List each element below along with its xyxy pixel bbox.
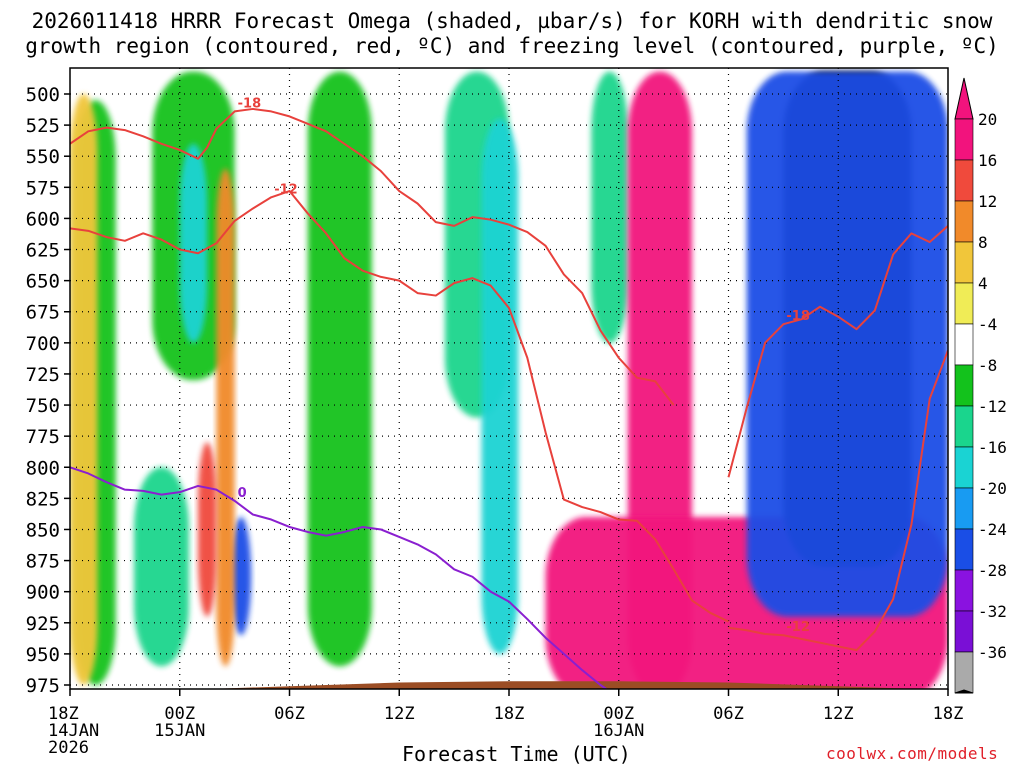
dgz-contour-3-label: -18 [786,309,810,324]
omega-region-rising-column-09z [307,71,372,667]
x-tick-label-h6-1: 15JAN [154,721,205,741]
y-axis: 500 525 550 575 600 625 650 675 700 725 750 775 800 8… [26,84,70,697]
dgz-contour-3 [727,225,948,478]
omega-region-rising-core-00z [179,143,208,343]
colorbar-bin-10 [954,528,974,571]
colorbar-label-7: -12 [978,397,1007,416]
y-tick-label-600: 600 [26,208,60,230]
contours: -18 -12 -18 -12 0 [70,96,948,689]
omega-region-sinking-early [70,94,98,685]
x-tick-label-h0-0: 18Z [48,704,79,724]
x-tick-label-h6-0: 00Z [164,704,195,724]
colorbar-label-3: 8 [978,233,988,252]
colorbar-top-arrow [954,77,974,120]
colorbar-bin-1 [954,159,974,202]
colorbar-bin-2 [954,200,974,243]
y-tick-label-575: 575 [26,177,60,199]
y-tick-label-850: 850 [26,519,60,541]
terrain-fill [70,681,948,689]
colorbar-label-9: -20 [978,479,1007,498]
grid-lines [70,68,948,689]
dgz-contour-2 [70,190,729,623]
colorbar-bin-3 [954,241,974,284]
omega-region-strong-rising-03z [230,517,252,636]
omega-region-sinking-low-early [198,442,217,617]
dgz-contour-1 [70,107,675,406]
dgz-contour-4-label: -12 [786,620,810,635]
y-tick-label-975: 975 [26,675,60,697]
x-axis-label: Forecast Time (UTC) [402,742,631,766]
colorbar-bin-4 [954,282,974,325]
y-tick-label-900: 900 [26,582,60,604]
colorbar-bin-5 [954,323,974,366]
colorbar-label-1: 16 [978,151,997,170]
omega-shading [70,71,948,689]
colorbar-bin-0 [954,118,974,161]
y-tick-label-800: 800 [26,457,60,479]
omega-region-sinking-03z [216,168,235,667]
chart-title-line-2: growth region (contoured, red, ºC) and f… [25,34,999,58]
x-tick-label-h30-0: 00Z [603,704,634,724]
x-tick-label-h18-0: 12Z [384,704,415,724]
dgz-contour-2-label: -12 [274,182,298,197]
x-tick-label-h48-0: 18Z [933,704,964,724]
credit-link[interactable]: coolwx.com/models [826,744,999,763]
colorbar-bottom-arrow [954,689,974,694]
y-tick-label-625: 625 [26,240,60,262]
colorbar-label-0: 20 [978,110,997,129]
colorbar: 20 16 12 8 4 -4 -8 -12 -16 -20 -24 -28 -32 -36 [954,77,1007,694]
y-tick-label-500: 500 [26,84,60,106]
y-tick-label-950: 950 [26,644,60,666]
omega-region-rising-column-15z [481,118,519,654]
y-tick-label-650: 650 [26,271,60,293]
colorbar-bin-8 [954,446,974,489]
freezing-level-contour-label: 0 [238,486,247,501]
colorbar-label-12: -32 [978,602,1007,621]
y-tick-label-725: 725 [26,364,60,386]
x-tick-label-h36-0: 06Z [713,704,744,724]
x-tick-label-h12-0: 06Z [274,704,305,724]
colorbar-bin-13 [954,651,974,694]
dgz-contour-4 [728,349,948,652]
freezing-level-contour [70,466,609,689]
x-tick-label-h42-0: 12Z [823,704,854,724]
dgz-contour-1-label: -18 [238,96,262,111]
colorbar-label-11: -28 [978,561,1007,580]
y-tick-label-750: 750 [26,395,60,417]
colorbar-bin-6 [954,364,974,407]
y-tick-label-775: 775 [26,426,60,448]
colorbar-label-6: -8 [978,356,997,375]
colorbar-label-10: -24 [978,520,1007,539]
x-tick-label-h24-0: 18Z [494,704,525,724]
colorbar-bin-11 [954,569,974,612]
omega-region-rising-lower-00z [134,467,189,667]
colorbar-label-5: -4 [978,315,997,334]
y-tick-label-925: 925 [26,613,60,635]
x-tick-label-h0-1: 14JAN [48,721,99,741]
chart-title-line-1: 2026011418 HRRR Forecast Omega (shaded, … [31,9,993,33]
y-tick-label-825: 825 [26,488,60,510]
y-tick-label-525: 525 [26,115,60,137]
x-tick-label-h0-2: 2026 [48,738,89,758]
colorbar-label-4: 4 [978,274,988,293]
y-tick-label-700: 700 [26,333,60,355]
y-tick-label-875: 875 [26,551,60,573]
omega-region-rising-ring-late [746,71,948,617]
colorbar-bin-12 [954,610,974,653]
terrain [70,681,948,689]
x-tick-label-h30-1: 16JAN [593,721,644,741]
omega-region-rising-column-21z [591,71,628,343]
colorbar-label-13: -36 [978,643,1007,662]
colorbar-label-8: -16 [978,438,1007,457]
y-tick-label-675: 675 [26,302,60,324]
colorbar-label-2: 12 [978,192,997,211]
colorbar-bin-9 [954,487,974,530]
y-tick-label-550: 550 [26,146,60,168]
colorbar-bin-7 [954,405,974,448]
